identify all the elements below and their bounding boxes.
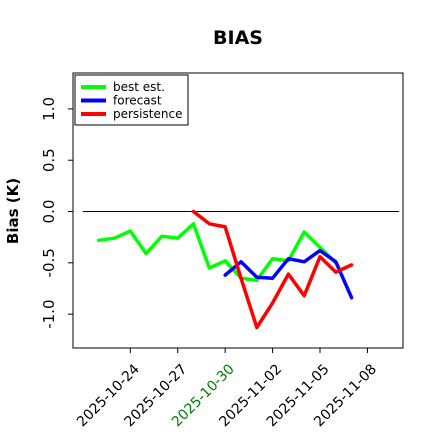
plot-area: -1.0-0.50.00.51.02025-10-242025-10-27202… bbox=[40, 72, 404, 430]
legend-label: best est. bbox=[113, 80, 165, 94]
legend-label: persistence bbox=[113, 107, 182, 121]
y-tick-label: 0.0 bbox=[40, 200, 58, 224]
y-tick-label: -0.5 bbox=[40, 248, 58, 277]
chart-title: BIAS bbox=[213, 27, 263, 49]
y-tick-label: -1.0 bbox=[40, 299, 58, 328]
y-tick-label: 1.0 bbox=[40, 97, 58, 121]
y-tick-label: 0.5 bbox=[40, 148, 58, 172]
y-axis-label: Bias (K) bbox=[4, 178, 22, 244]
legend-label: forecast bbox=[113, 94, 162, 108]
series-line-best-est bbox=[96, 222, 338, 283]
series-line-persistence bbox=[191, 209, 354, 330]
plot-frame bbox=[72, 72, 404, 349]
series-line-forecast bbox=[223, 248, 354, 300]
